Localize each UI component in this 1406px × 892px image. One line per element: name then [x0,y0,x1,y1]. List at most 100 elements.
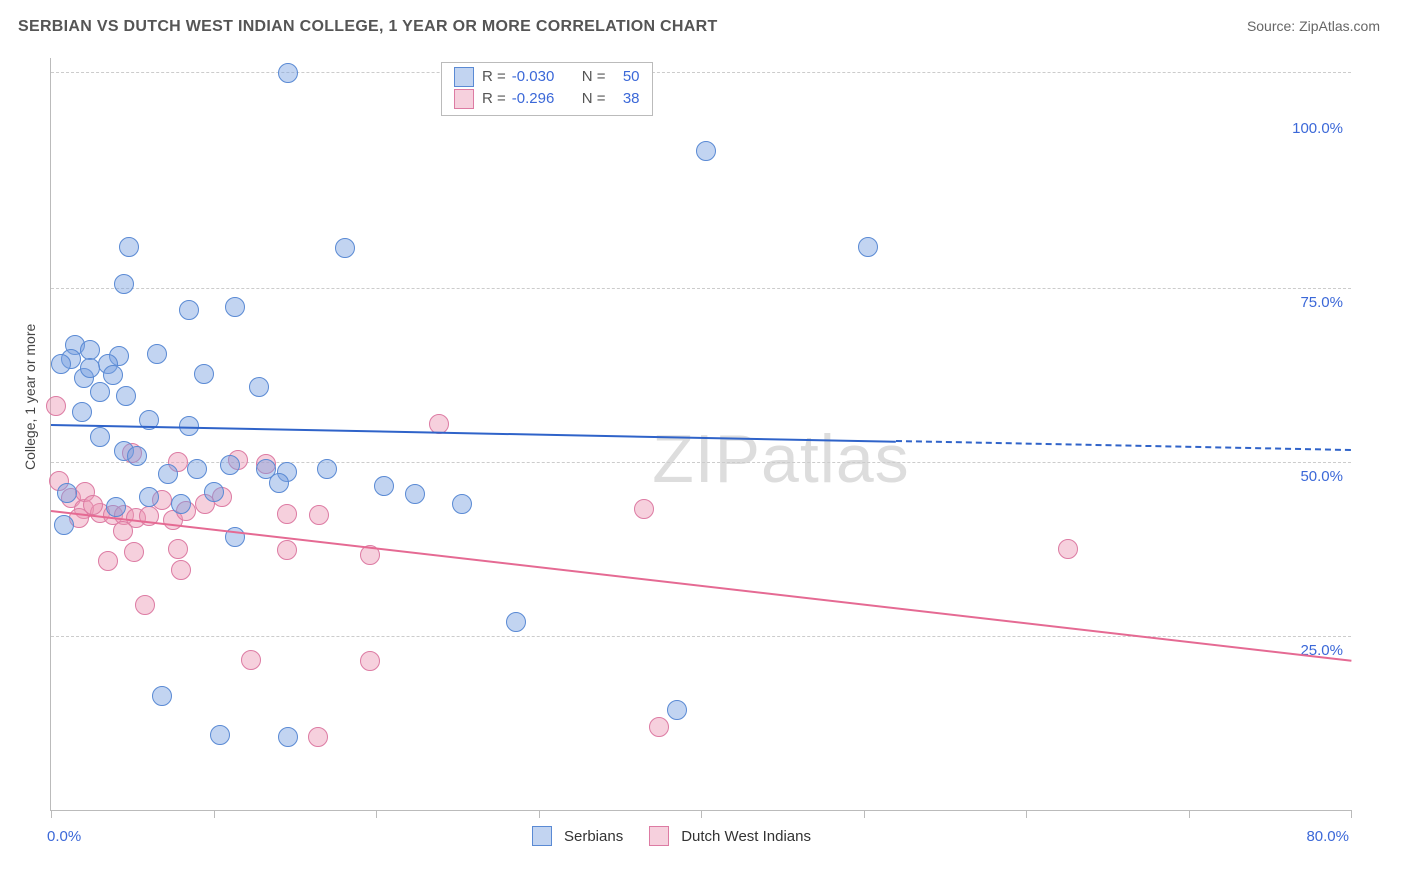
scatter-point-dwi [309,505,329,525]
n-value: 50 [612,66,640,88]
scatter-point-serbians [194,364,214,384]
scatter-point-dwi [135,595,155,615]
x-tick [701,810,702,818]
stats-legend: R = -0.030 N = 50 R = -0.296 N = 38 [441,62,653,116]
r-label: R = [482,88,506,110]
legend-label: Dutch West Indians [681,828,811,845]
r-label: R = [482,66,506,88]
scatter-point-dwi [277,504,297,524]
x-tick-label: 80.0% [1306,828,1349,845]
scatter-point-dwi [277,540,297,560]
scatter-point-dwi [360,651,380,671]
r-value: -0.296 [512,88,568,110]
scatter-point-serbians [54,515,74,535]
scatter-point-dwi [124,542,144,562]
gridline [51,288,1351,289]
scatter-point-serbians [204,482,224,502]
y-tick-label: 100.0% [1292,120,1343,137]
scatter-point-serbians [220,455,240,475]
scatter-point-serbians [278,63,298,83]
x-tick [51,810,52,818]
source-label: Source: [1247,18,1299,34]
scatter-point-serbians [80,358,100,378]
y-tick-label: 50.0% [1300,468,1343,485]
legend-swatch [649,826,669,846]
scatter-point-serbians [152,686,172,706]
y-tick-label: 75.0% [1300,294,1343,311]
x-tick [864,810,865,818]
scatter-point-serbians [147,344,167,364]
scatter-point-serbians [210,725,230,745]
plot-area: ZIPatlas 25.0%50.0%75.0%100.0%0.0%80.0%R… [50,58,1351,811]
n-label: N = [582,88,606,110]
scatter-point-dwi [1058,539,1078,559]
stats-row: R = -0.296 N = 38 [454,88,640,110]
scatter-point-dwi [649,717,669,737]
n-label: N = [582,66,606,88]
scatter-point-serbians [127,446,147,466]
scatter-point-serbians [106,497,126,517]
x-tick-label: 0.0% [47,828,81,845]
scatter-point-serbians [116,386,136,406]
chart-container: { "title": "SERBIAN VS DUTCH WEST INDIAN… [0,0,1406,892]
scatter-point-serbians [171,494,191,514]
y-axis-label: College, 1 year or more [22,324,38,470]
watermark: ZIPatlas [652,420,909,498]
legend-swatch [454,89,474,109]
trendline-serbians-ext [896,440,1351,451]
scatter-point-serbians [90,427,110,447]
scatter-point-serbians [90,382,110,402]
n-value: 38 [612,88,640,110]
x-tick [1351,810,1352,818]
scatter-point-serbians [405,484,425,504]
scatter-point-dwi [171,560,191,580]
chart-title: SERBIAN VS DUTCH WEST INDIAN COLLEGE, 1 … [18,18,718,36]
gridline [51,72,1351,73]
scatter-point-serbians [269,473,289,493]
scatter-point-dwi [98,551,118,571]
legend-label: Serbians [564,828,623,845]
scatter-point-serbians [72,402,92,422]
scatter-point-serbians [667,700,687,720]
scatter-point-serbians [452,494,472,514]
r-value: -0.030 [512,66,568,88]
legend-swatch [454,67,474,87]
scatter-point-serbians [317,459,337,479]
stats-row: R = -0.030 N = 50 [454,66,640,88]
trendline-dwi [51,510,1351,662]
scatter-point-serbians [139,487,159,507]
x-tick [1026,810,1027,818]
scatter-point-serbians [114,274,134,294]
x-tick [214,810,215,818]
x-tick [376,810,377,818]
scatter-point-serbians [57,483,77,503]
scatter-point-serbians [225,297,245,317]
scatter-point-serbians [119,237,139,257]
scatter-point-serbians [858,237,878,257]
x-tick [539,810,540,818]
scatter-point-dwi [308,727,328,747]
scatter-point-serbians [278,727,298,747]
scatter-point-serbians [696,141,716,161]
scatter-point-serbians [103,365,123,385]
series-legend: Serbians Dutch West Indians [532,826,827,846]
scatter-point-serbians [158,464,178,484]
scatter-point-dwi [46,396,66,416]
scatter-point-serbians [187,459,207,479]
x-tick [1189,810,1190,818]
scatter-point-serbians [335,238,355,258]
legend-swatch [532,826,552,846]
scatter-point-dwi [168,539,188,559]
source-value: ZipAtlas.com [1299,18,1380,34]
scatter-point-serbians [249,377,269,397]
scatter-point-serbians [179,300,199,320]
scatter-point-dwi [241,650,261,670]
scatter-point-serbians [374,476,394,496]
trendline-serbians [51,424,896,443]
scatter-point-serbians [51,354,71,374]
scatter-point-serbians [506,612,526,632]
scatter-point-dwi [83,495,103,515]
source-attribution: Source: ZipAtlas.com [1247,18,1380,34]
scatter-point-dwi [113,521,133,541]
scatter-point-dwi [634,499,654,519]
